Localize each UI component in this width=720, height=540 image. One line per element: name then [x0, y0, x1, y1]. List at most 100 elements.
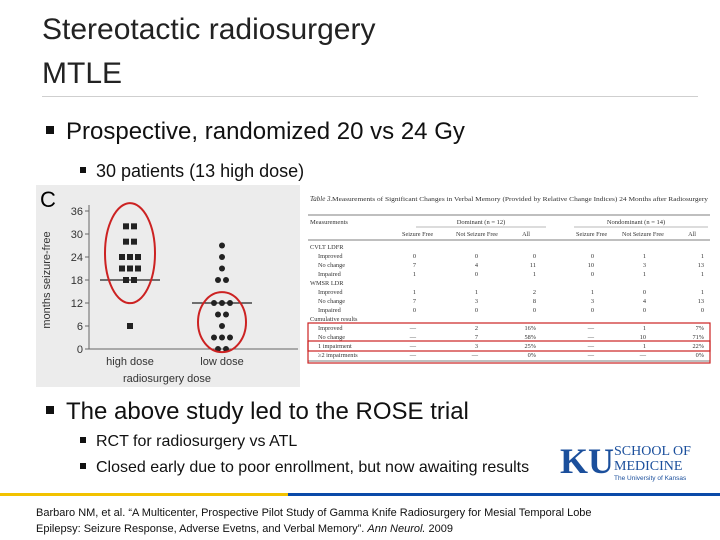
citation-line-2: Epilepsy: Seizure Response, Adverse Evet…	[36, 521, 592, 537]
table-section-head: WMSR LDR	[310, 280, 344, 287]
logo-line-1: SCHOOL OF	[614, 444, 691, 459]
data-point	[119, 254, 125, 260]
verbal-memory-table: Table 3. Measurements of Significant Chan…	[306, 191, 712, 381]
bullet-1-sub-text: 30 patients (13 high dose)	[96, 161, 305, 181]
table-cell: 2	[475, 325, 478, 332]
table-cell: 0%	[528, 352, 537, 359]
bullet-2: The above study led to the ROSE trial	[46, 398, 469, 426]
table-cell: 1	[701, 271, 704, 278]
bullet-2-sub-2: Closed early due to poor enrollment, but…	[80, 459, 529, 477]
table-row-label: 1 impairment	[318, 343, 352, 350]
table-cell: 25%	[524, 343, 536, 350]
bullet-square-icon	[46, 405, 54, 414]
data-point	[131, 238, 137, 245]
table-header-measurements: Measurements	[310, 219, 348, 226]
y-tick-label: 18	[71, 275, 83, 287]
table-section-head: CVLT LDFR	[310, 244, 344, 251]
table-cell: 0	[475, 271, 478, 278]
highlight-ellipse-low-dose	[197, 291, 247, 354]
table-cell: 1	[701, 253, 704, 260]
table-row-label: Impaired	[318, 271, 342, 278]
table-row-label: Improved	[318, 253, 343, 260]
data-point	[219, 265, 225, 272]
table-cell: 7%	[696, 325, 705, 332]
table-cell: 13	[698, 298, 704, 305]
data-point	[219, 254, 225, 260]
title-line-2: MTLE	[42, 57, 123, 90]
table-cell: —	[409, 352, 417, 359]
table-group-dominant: Dominant (n = 12)	[457, 219, 506, 226]
table-cell: 4	[643, 298, 647, 305]
citation-year: 2009	[425, 523, 454, 535]
table-cell: 0	[701, 307, 704, 314]
x-category-label: low dose	[200, 356, 243, 368]
y-tick-label: 12	[71, 298, 83, 310]
table-row-label: No change	[318, 334, 345, 341]
bullet-square-icon	[80, 462, 86, 469]
table-cell: 10	[588, 262, 594, 269]
table-row-label: Impaired	[318, 307, 342, 314]
data-point	[219, 323, 225, 329]
table-cell: 0	[413, 307, 416, 314]
table-cell: 1	[701, 289, 704, 296]
table-cell: 16%	[524, 325, 536, 332]
table-cell: 1	[413, 289, 416, 296]
table-cell: 1	[643, 325, 646, 332]
bullet-2-text: The above study led to the ROSE trial	[66, 398, 469, 425]
data-point	[135, 254, 141, 260]
table-cell: 22%	[692, 343, 704, 350]
data-point	[127, 323, 133, 329]
highlight-ellipse-high-dose	[104, 202, 156, 305]
table-cell: 1	[591, 289, 594, 296]
data-point	[215, 311, 221, 318]
table-cell: 0	[533, 307, 536, 314]
table-cell: —	[409, 343, 417, 350]
table-cell: —	[471, 352, 479, 359]
table-caption-text: Measurements of Significant Changes in V…	[332, 196, 709, 203]
table-svg: Table 3. Measurements of Significant Chan…	[307, 195, 711, 364]
seizure-free-chart: C 0 6 12 18 24 30 36 months seizure-free high dos…	[36, 185, 300, 387]
data-point	[135, 265, 141, 272]
table-subcol-header: Seizure Free	[576, 231, 607, 238]
table-row-label: Improved	[318, 289, 343, 296]
bullet-square-icon	[46, 125, 54, 134]
slide-title: Stereotactic radiosurgery MTLE	[42, 8, 376, 96]
table-cell: 1	[643, 271, 646, 278]
y-tick-label: 36	[71, 206, 83, 218]
citation-journal: Ann Neurol.	[367, 523, 426, 535]
data-point	[131, 223, 137, 230]
bullet-1: Prospective, randomized 20 vs 24 Gy	[46, 118, 465, 146]
y-tick-label: 30	[71, 229, 83, 241]
table-row-label: ≥2 impairments	[318, 352, 358, 359]
table-cell: 3	[475, 343, 478, 350]
table-cell: 1	[533, 271, 536, 278]
data-point	[219, 242, 225, 249]
data-point	[127, 254, 133, 260]
table-cell: 7	[413, 298, 416, 305]
table-cell: —	[409, 334, 417, 341]
table-cell: 8	[533, 298, 536, 305]
table-row-label: Improved	[318, 325, 343, 332]
x-axis-label: radiosurgery dose	[123, 373, 211, 385]
table-cell: 3	[643, 262, 646, 269]
table-cell: 13	[698, 262, 704, 269]
table-subcol-header: Seizure Free	[402, 231, 433, 238]
citation: Barbaro NM, et al. “A Multicenter, Prosp…	[36, 505, 592, 537]
table-cell: 10	[640, 334, 646, 341]
table-cell: —	[587, 325, 595, 332]
data-point	[223, 277, 229, 283]
table-cell: —	[639, 352, 647, 359]
data-point	[227, 334, 233, 341]
logo-line-2: MEDICINE	[614, 459, 682, 474]
data-point	[215, 277, 221, 283]
table-cell: 0	[643, 289, 646, 296]
table-cell: —	[587, 352, 595, 359]
table-group-nondominant: Nondominant (n = 14)	[607, 219, 665, 226]
table-cell: 0	[413, 253, 416, 260]
table-cell: 0	[475, 253, 478, 260]
y-tick-label: 0	[77, 344, 83, 356]
title-divider	[42, 96, 698, 97]
bullet-2-sub-1-text: RCT for radiosurgery vs ATL	[96, 433, 298, 450]
ku-logo-svg: KU SCHOOL OF MEDICINE The University of …	[560, 441, 691, 482]
table-cell: 0	[643, 307, 646, 314]
